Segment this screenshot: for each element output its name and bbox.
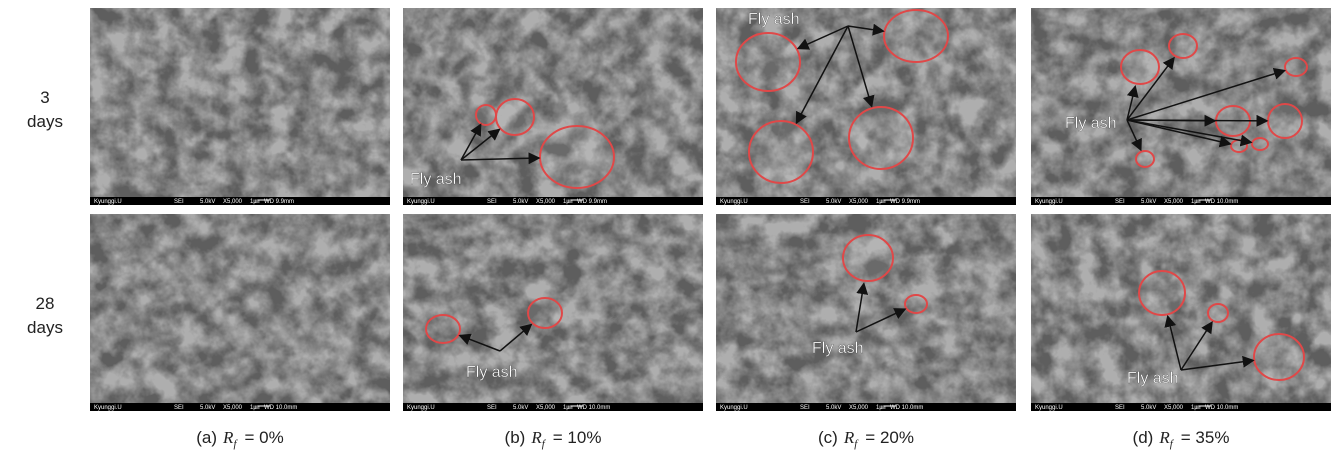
info-text: Kyunggi.U — [1035, 199, 1063, 205]
arrow — [1127, 120, 1267, 121]
fly-ash-circle — [426, 315, 460, 343]
fly-ash-circle — [528, 298, 562, 328]
annotation: Fly ash — [1065, 115, 1117, 132]
caption: (b)Rf= 10% — [505, 428, 602, 450]
fly-ash-circle — [1121, 50, 1159, 84]
figure: 3daysKyunggi.USEI5.0kVX5,0001㎛WD 9.9mmKy… — [0, 0, 1338, 454]
info-text: Kyunggi.U — [94, 405, 122, 411]
annotation: Fly ash — [410, 171, 462, 188]
info-text: 1㎛ — [250, 405, 259, 412]
info-text: X5,000 — [849, 199, 869, 205]
fly-ash-circle — [540, 126, 614, 188]
caption: (d)Rf= 35% — [1133, 428, 1230, 450]
info-text: Kyunggi.U — [1035, 405, 1063, 411]
info-text: Kyunggi.U — [720, 199, 748, 205]
info-text: X5,000 — [849, 405, 869, 411]
info-text: X5,000 — [1164, 405, 1184, 411]
sem-texture — [1031, 214, 1331, 411]
info-text: SEI — [174, 405, 184, 411]
info-text: SEI — [1115, 199, 1125, 205]
fly-ash-circle — [476, 105, 496, 125]
info-text: 5.0kV — [200, 199, 215, 205]
info-text: 5.0kV — [200, 405, 215, 411]
fly-ash-circle — [905, 295, 927, 313]
info-text: SEI — [1115, 405, 1125, 411]
info-text: 1㎛ — [876, 199, 885, 206]
info-text: 1㎛ — [250, 199, 259, 206]
info-text: 1㎛ — [563, 199, 572, 206]
info-text: X5,000 — [536, 199, 556, 205]
info-text: Kyunggi.U — [94, 199, 122, 205]
fly-ash-circle — [1268, 104, 1302, 138]
fly-ash-circle — [1208, 304, 1228, 322]
info-text: 5.0kV — [513, 199, 528, 205]
fly-ash-circle — [1252, 138, 1268, 150]
sem-texture — [90, 8, 390, 205]
info-text: SEI — [800, 405, 810, 411]
info-text: X5,000 — [223, 199, 243, 205]
info-text: X5,000 — [1164, 199, 1184, 205]
fly-ash-circle — [849, 107, 913, 169]
annotation: Fly ash — [1127, 370, 1179, 387]
info-text: Kyunggi.U — [720, 405, 748, 411]
info-text: 5.0kV — [1141, 405, 1156, 411]
info-text: Kyunggi.U — [407, 199, 435, 205]
info-text: 5.0kV — [513, 405, 528, 411]
fly-ash-circle — [1136, 151, 1154, 167]
sem-texture — [90, 214, 390, 411]
caption: (a)Rf= 0% — [196, 428, 283, 450]
annotation: Fly ash — [466, 364, 518, 381]
info-text: 1㎛ — [563, 405, 572, 412]
fly-ash-circle — [884, 10, 948, 62]
info-text: X5,000 — [223, 405, 243, 411]
fly-ash-circle — [1139, 271, 1185, 315]
fly-ash-circle — [1285, 58, 1307, 76]
fly-ash-circle — [843, 235, 893, 281]
fly-ash-circle — [1169, 34, 1197, 58]
info-text: SEI — [800, 199, 810, 205]
info-text: 1㎛ — [876, 405, 885, 412]
info-text: 5.0kV — [1141, 199, 1156, 205]
info-text: X5,000 — [536, 405, 556, 411]
info-text: SEI — [174, 199, 184, 205]
fly-ash-circle — [749, 121, 813, 183]
caption: (c)Rf= 20% — [818, 428, 914, 450]
annotation: Fly ash — [748, 11, 800, 28]
info-text: SEI — [487, 199, 497, 205]
annotation: Fly ash — [812, 340, 864, 357]
info-text: 5.0kV — [826, 405, 841, 411]
fly-ash-circle — [736, 33, 800, 91]
fly-ash-circle — [496, 99, 534, 135]
info-text: SEI — [487, 405, 497, 411]
info-text: Kyunggi.U — [407, 405, 435, 411]
info-text: 1㎛ — [1191, 199, 1200, 206]
fly-ash-circle — [1254, 334, 1304, 380]
info-text: 5.0kV — [826, 199, 841, 205]
info-text: 1㎛ — [1191, 405, 1200, 412]
